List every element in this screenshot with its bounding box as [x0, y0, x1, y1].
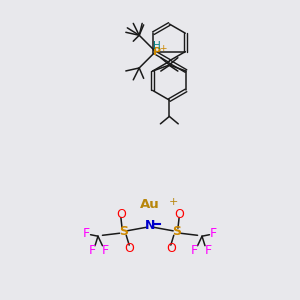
Text: O: O	[116, 208, 126, 221]
Text: S: S	[172, 225, 181, 238]
Text: O: O	[174, 208, 184, 221]
Text: O: O	[166, 242, 176, 255]
Text: +: +	[169, 197, 178, 207]
Text: F: F	[88, 244, 96, 257]
Text: O: O	[124, 242, 134, 255]
Text: S: S	[119, 225, 128, 238]
Text: N: N	[145, 219, 155, 232]
Text: F: F	[210, 227, 217, 240]
Text: F: F	[191, 244, 198, 257]
Text: H: H	[153, 41, 161, 51]
Text: Au: Au	[140, 199, 160, 212]
Text: F: F	[102, 244, 109, 257]
Text: +: +	[159, 44, 166, 52]
Text: P: P	[153, 47, 161, 57]
Text: F: F	[204, 244, 211, 257]
Text: F: F	[83, 227, 90, 240]
